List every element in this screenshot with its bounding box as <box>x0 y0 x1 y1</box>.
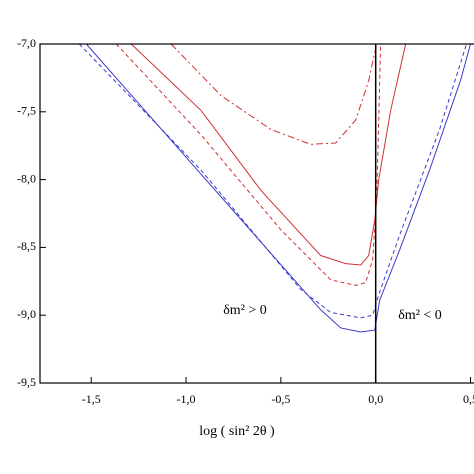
y-tick-label: -9,5 <box>17 375 36 389</box>
annotation: δm² < 0 <box>398 308 442 323</box>
x-tick-label: -0,5 <box>271 392 290 406</box>
curve <box>130 43 407 266</box>
y-tick-label: -8,5 <box>17 239 36 253</box>
y-tick-label: -7,0 <box>17 36 36 50</box>
plot-frame <box>39 43 474 384</box>
annotation: δm² > 0 <box>223 303 267 318</box>
curve <box>78 43 468 319</box>
x-axis-label: log ( sin² 2θ ) <box>199 424 275 439</box>
curve <box>85 43 471 333</box>
x-tick-label: 0,5 <box>463 392 474 406</box>
y-tick-label: -7,5 <box>17 104 36 118</box>
x-tick-label: 0,0 <box>368 392 383 406</box>
curve <box>115 43 382 286</box>
x-tick-label: -1,5 <box>82 392 101 406</box>
y-tick-label: -9,0 <box>17 307 36 321</box>
y-tick-label: -8,0 <box>17 171 36 185</box>
x-tick-label: -1,0 <box>177 392 196 406</box>
curve <box>170 43 378 145</box>
